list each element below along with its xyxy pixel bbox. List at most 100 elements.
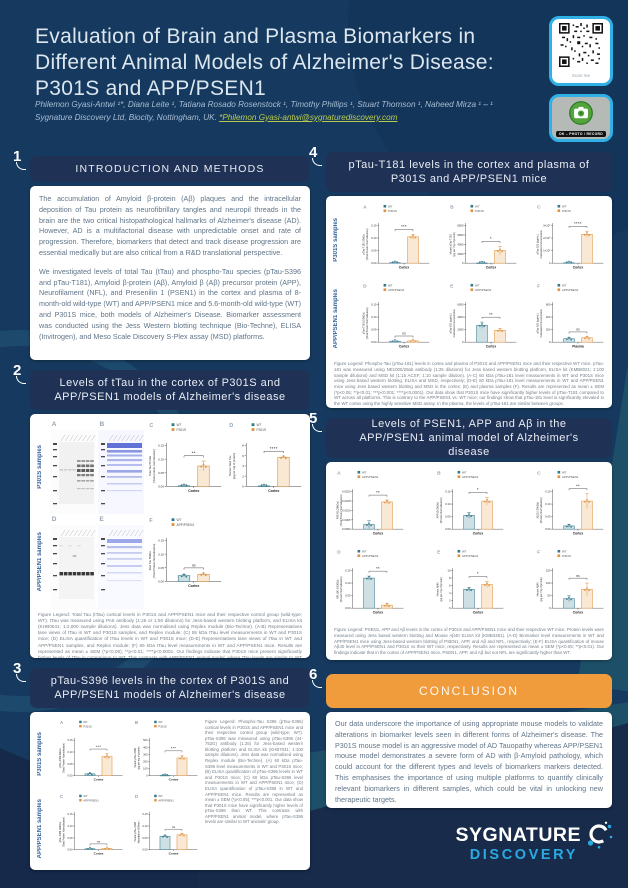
bar-chart-ptau-t181-msd-cortex: E WT APP/PSEN1 pTau-181 (pg/mL) Calculated C… <box>446 280 518 359</box>
svg-text:0.05: 0.05 <box>371 249 377 253</box>
svg-text:400: 400 <box>546 315 551 319</box>
svg-text:WT: WT <box>158 720 163 724</box>
svg-text:*: * <box>490 236 492 241</box>
svg-text:**: ** <box>576 483 580 488</box>
logo-icon <box>587 821 613 849</box>
email-link[interactable]: *Philemon Gyasi-antwi@sygnaturediscovery… <box>219 112 398 122</box>
logo-text-discovery: DISCOVERY <box>469 847 578 863</box>
svg-text:Calculated Concentration: Calculated Concentration <box>540 230 543 259</box>
camera-icon <box>569 101 593 125</box>
svg-text:D: D <box>135 794 139 799</box>
svg-text:0.0015: 0.0015 <box>342 499 351 503</box>
section-ptau-t181: 4 pTau-T181 levels in the cortex and pla… <box>309 144 612 408</box>
svg-text:0.0000: 0.0000 <box>342 527 351 531</box>
svg-text:0.05: 0.05 <box>142 836 148 840</box>
western-blot-image <box>49 525 96 609</box>
ptau-s396-charts: P301S samples A WT P301S pTau-S396 60kDa (To… <box>37 717 199 865</box>
svg-text:4000: 4000 <box>457 242 464 246</box>
svg-text:P301S: P301S <box>177 428 187 432</box>
svg-text:0.00: 0.00 <box>445 527 451 531</box>
svg-text:0.00: 0.00 <box>158 580 164 584</box>
svg-text:WT: WT <box>562 471 567 475</box>
svg-text:0.10: 0.10 <box>158 552 164 556</box>
svg-text:pTau-S396 60kDa: pTau-S396 60kDa <box>59 748 62 768</box>
svg-text:P301S: P301S <box>158 724 166 728</box>
svg-text:6: 6 <box>242 454 244 458</box>
bar-chart-abeta40-p301s: F WT P301S Mouse Aβ40 (pg per mg of protein)… <box>533 546 605 625</box>
svg-text:B: B <box>135 720 139 725</box>
svg-text:4: 4 <box>449 591 451 595</box>
svg-text:WT: WT <box>462 549 467 553</box>
svg-text:0: 0 <box>549 606 551 610</box>
ptau-t181-figure-legend: Figure Legend: Phospho-Tau (pTau-181) le… <box>334 361 604 407</box>
svg-text:C: C <box>537 470 541 476</box>
sygnature-logo: SYGNATURE DISCOVERY <box>424 820 614 863</box>
intro-paragraph-2: We investigated levels of total Tau (tTa… <box>39 266 301 341</box>
row-label-p301s: P301S samples <box>333 218 339 263</box>
svg-text:WT: WT <box>177 518 182 522</box>
bar-chart-human-total-tau-elisa: D WT P301S Human Total Tau (pg per mg of pro… <box>225 419 303 504</box>
conclusion-text: Our data underscore the importance of us… <box>335 719 603 804</box>
bar-chart-ptau-t181-msd-p301s: C WT P301S pTau-181 (pg/mL) Calculated Conce… <box>533 201 605 280</box>
section-ptau-s396: 3 pTau-S396 levels in the cortex of P301… <box>13 660 310 870</box>
svg-text:(pg per mg of protein): (pg per mg of protein) <box>232 453 236 479</box>
replex-panel-e: E <box>97 516 144 609</box>
svg-text:Cortex: Cortex <box>188 489 199 493</box>
svg-text:1×10⁵: 1×10⁵ <box>543 249 550 253</box>
ptau-s396-card: P301S samples A WT P301S pTau-S396 60kDa (To… <box>30 712 310 870</box>
qr-code-icon <box>559 23 603 67</box>
svg-text:Cortex: Cortex <box>169 852 179 856</box>
svg-text:APP (100kDa): APP (100kDa) <box>436 502 439 518</box>
bar-chart-abeta: C WT APP/PSEN1 Aβ (15-20kDa) (Protein Normal… <box>533 467 605 546</box>
svg-text:F: F <box>537 549 540 555</box>
svg-text:0.15: 0.15 <box>67 812 73 816</box>
svg-text:100: 100 <box>546 581 551 585</box>
ptau-t181-card: P301S samples A WT P301S pTau-T181 55kDa (To… <box>326 196 612 408</box>
svg-text:P301S: P301S <box>388 209 397 213</box>
photo-permission-badge: OK – PHOTO / RECORD <box>549 94 613 142</box>
svg-text:A: A <box>59 720 63 725</box>
svg-text:4000: 4000 <box>457 315 464 319</box>
svg-text:**: ** <box>376 490 380 495</box>
svg-text:(pg per mg of protein): (pg per mg of protein) <box>453 232 456 256</box>
svg-text:6000: 6000 <box>457 233 464 237</box>
intro-paragraph-1: The accumulation of Amyloid β-protein (A… <box>39 194 301 257</box>
section-number-2: 2 <box>13 362 27 384</box>
svg-text:0.10: 0.10 <box>345 581 351 585</box>
svg-text:0.05: 0.05 <box>67 762 73 766</box>
svg-text:B: B <box>450 204 454 210</box>
svg-text:****: **** <box>574 221 582 226</box>
authors-text: Philemon Gyasi-Antwi ¹*, Diana Leite ¹, … <box>35 100 493 122</box>
svg-text:0.00: 0.00 <box>67 848 73 852</box>
svg-text:pTau-T181 (55kDa): pTau-T181 (55kDa) <box>362 312 365 334</box>
svg-text:WT: WT <box>158 794 163 798</box>
svg-text:WT: WT <box>83 720 88 724</box>
ptau-s396-figure-legend: Figure Legend: Phospho-Tau S396 (pTau-S3… <box>205 719 303 825</box>
western-blot-panel-d: D <box>49 516 96 609</box>
svg-text:Mouse Aβ40: Mouse Aβ40 <box>436 581 439 596</box>
svg-text:0.15: 0.15 <box>345 568 351 572</box>
svg-text:2000: 2000 <box>457 327 464 331</box>
section-number-6: 6 <box>309 666 323 688</box>
svg-text:WT: WT <box>388 283 393 287</box>
bar-chart-ptau-t181-elisa-p301s: B WT P301S Mouse pTau-T181 (pg per mg of pro… <box>446 201 518 280</box>
svg-text:C: C <box>537 204 541 210</box>
svg-text:0.15: 0.15 <box>445 490 451 494</box>
svg-text:Cortex: Cortex <box>573 531 584 535</box>
svg-text:F: F <box>150 518 154 524</box>
svg-text:WT: WT <box>362 549 367 553</box>
bar-chart-app: B WT APP/PSEN1 APP (100kDa) (Protein Normali… <box>433 467 505 546</box>
svg-text:2: 2 <box>449 598 451 602</box>
svg-text:0.15: 0.15 <box>371 224 377 228</box>
svg-text:(Protein Normalisation): (Protein Normalisation) <box>340 576 343 602</box>
svg-text:***: *** <box>171 747 177 751</box>
svg-text:Human Total Tau: Human Total Tau <box>228 455 232 476</box>
svg-text:0.05: 0.05 <box>371 327 377 331</box>
svg-text:WT: WT <box>462 471 467 475</box>
svg-text:A: A <box>337 470 341 476</box>
svg-text:Cortex: Cortex <box>93 778 103 782</box>
svg-text:Absorbance (450nm ): Absorbance (450nm ) <box>138 820 141 843</box>
svg-text:150: 150 <box>546 568 551 572</box>
psen1-figure-legend: Figure Legend: PSEN1, APP and Aβ levels … <box>334 627 604 655</box>
svg-text:400: 400 <box>143 745 148 749</box>
